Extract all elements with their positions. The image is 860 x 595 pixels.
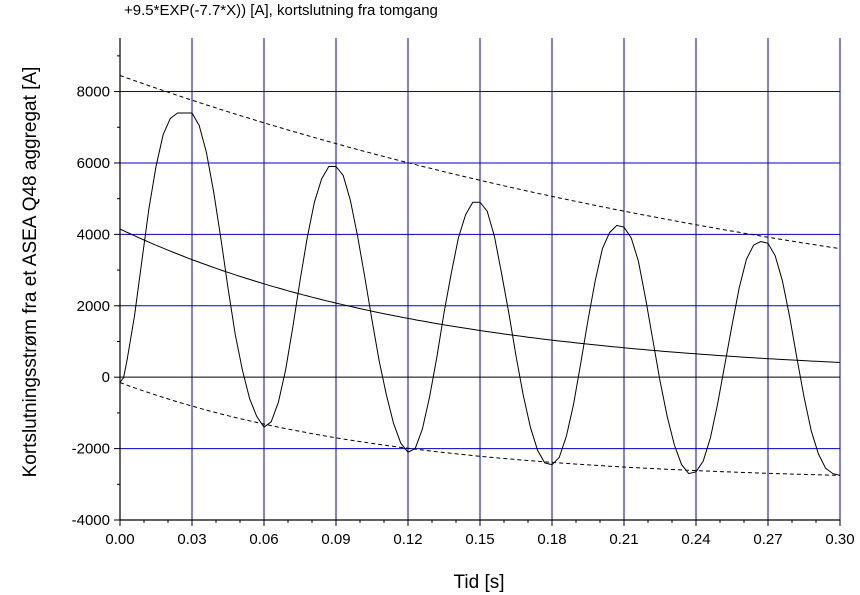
x-tick-label: 0.27	[753, 531, 782, 548]
series-line-dc-component	[119, 228, 841, 363]
y-tick-label: -2000	[72, 441, 110, 458]
x-axis-label: Tid [s]	[453, 572, 504, 593]
y-tick-label: -4000	[72, 512, 110, 529]
series-group	[119, 75, 841, 476]
y-tick-label: 8000	[77, 84, 110, 101]
axes	[114, 38, 841, 526]
x-tick-labels: 0.00 0.03 0.06 0.09 0.12 0.15 0.18 0.21 0.24 0.27…	[105, 531, 854, 548]
x-tick-label: 0.15	[465, 531, 494, 548]
x-tick-label: 0.12	[393, 531, 422, 548]
x-tick-label: 0.18	[537, 531, 566, 548]
series-line-current	[119, 112, 841, 476]
x-tick-label: 0.30	[825, 531, 854, 548]
chart-title: +9.5*EXP(-7.7*X)) [A], kortslutning fra …	[124, 2, 438, 19]
y-tick-label: 6000	[77, 155, 110, 172]
y-axis-label: Kortslutningsstrøm fra et ASEA Q48 aggre…	[20, 67, 41, 478]
x-tick-label: 0.06	[249, 531, 278, 548]
y-tick-label: 0	[102, 369, 110, 386]
y-tick-label: 2000	[77, 298, 110, 315]
x-tick-label: 0.00	[105, 531, 134, 548]
series-line-lower-envelope	[119, 382, 841, 476]
series-line-upper-envelope	[119, 75, 841, 250]
y-tick-label: 4000	[77, 226, 110, 243]
grid	[120, 38, 841, 520]
y-tick-labels: -4000 -2000 0 2000 4000 6000 8000	[72, 84, 110, 529]
x-tick-label: 0.21	[609, 531, 638, 548]
x-tick-label: 0.24	[681, 531, 710, 548]
x-tick-label: 0.03	[177, 531, 206, 548]
x-tick-label: 0.09	[321, 531, 350, 548]
